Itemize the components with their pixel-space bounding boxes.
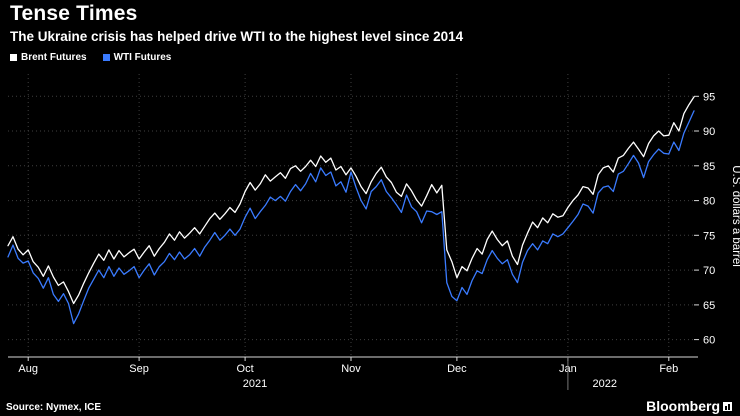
legend-item-brent: Brent Futures xyxy=(10,52,87,63)
y-tick-label: 90 xyxy=(703,126,715,138)
year-label: 2021 xyxy=(243,378,267,390)
legend-item-wti: WTI Futures xyxy=(102,52,172,63)
month-label: Sep xyxy=(129,363,149,375)
page-title: Tense Times xyxy=(10,2,138,25)
wti-swatch-icon xyxy=(102,54,110,61)
series-line-brent xyxy=(7,96,695,305)
y-tick-label: 80 xyxy=(703,196,715,208)
month-label: Aug xyxy=(18,363,38,375)
month-label: Oct xyxy=(237,363,254,375)
month-label: Nov xyxy=(341,363,361,375)
year-label: 2022 xyxy=(593,378,617,390)
series-line-wti xyxy=(7,110,695,325)
source-note: Source: Nymex, ICE xyxy=(6,402,102,413)
brent-swatch-icon xyxy=(10,54,17,61)
y-tick-label: 65 xyxy=(703,300,715,312)
legend-label-brent: Brent Futures xyxy=(21,52,87,63)
bloomberg-mark-icon xyxy=(723,401,732,411)
y-tick-label: 70 xyxy=(703,265,715,277)
y-tick-label: 75 xyxy=(703,230,715,242)
month-label: Feb xyxy=(659,363,678,375)
y-axis-title: U.S. dollars a barrel xyxy=(730,165,740,267)
chart-subtitle: The Ukraine crisis has helped drive WTI … xyxy=(10,29,464,44)
y-tick-label: 85 xyxy=(703,161,715,173)
bloomberg-logo: Bloomberg xyxy=(646,398,732,414)
month-label: Dec xyxy=(447,363,467,375)
bloomberg-wordmark: Bloomberg xyxy=(646,398,720,414)
legend: Brent Futures WTI Futures xyxy=(10,52,171,63)
y-tick-label: 60 xyxy=(703,335,715,347)
y-tick-label: 95 xyxy=(703,91,715,103)
legend-label-wti: WTI Futures xyxy=(113,52,172,63)
